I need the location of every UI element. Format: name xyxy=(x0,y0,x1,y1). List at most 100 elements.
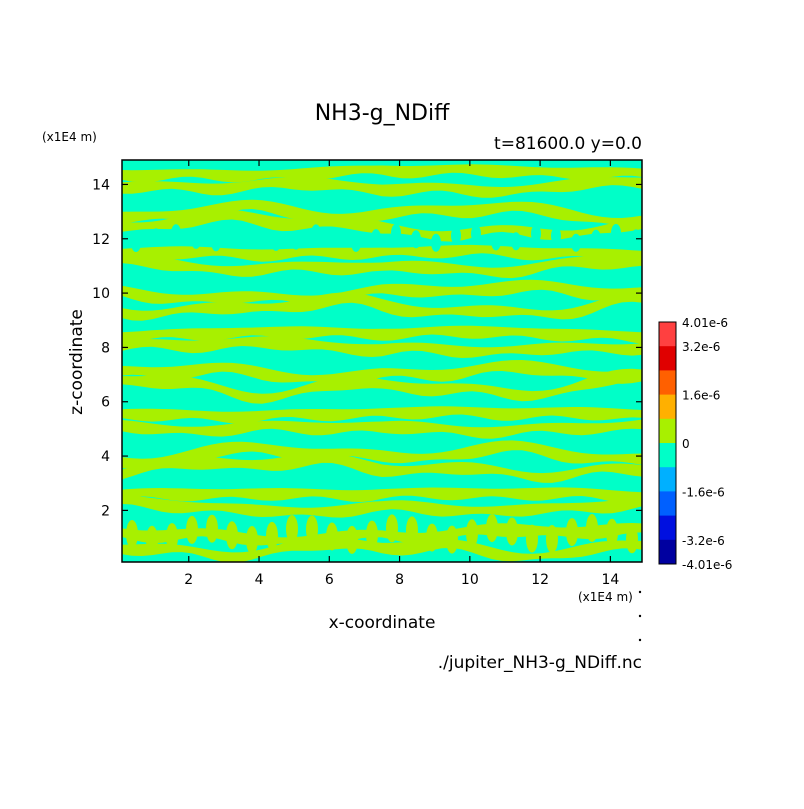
field-blob xyxy=(586,514,598,542)
field-blob xyxy=(226,521,238,550)
field-blob xyxy=(291,231,301,250)
field-blob xyxy=(566,518,578,547)
field-blob xyxy=(191,230,201,249)
field-band xyxy=(122,406,642,424)
field-blob xyxy=(611,224,621,242)
field-blob xyxy=(206,514,218,543)
field-band xyxy=(122,419,642,439)
field-band xyxy=(122,199,642,227)
field-blob xyxy=(251,225,261,244)
marker-dot xyxy=(638,590,642,594)
field-blob xyxy=(311,224,321,243)
field-blob xyxy=(386,514,398,543)
field-blob xyxy=(466,519,478,548)
field-blob xyxy=(451,226,461,245)
field-blob xyxy=(211,233,221,252)
x-tick-label: 14 xyxy=(601,572,619,588)
y-axis-label: z-coordinate xyxy=(67,309,87,415)
field-blob xyxy=(286,515,298,543)
plot-frame xyxy=(121,159,643,563)
field-blob xyxy=(306,515,318,544)
y-unit-label: (x1E4 m) xyxy=(42,130,97,144)
field-blob xyxy=(326,522,338,551)
field-blob xyxy=(246,526,258,554)
field-band xyxy=(122,325,642,345)
y-tick-label: 4 xyxy=(101,449,110,465)
colorbar-label: 0 xyxy=(682,437,690,451)
x-tick-label: 2 xyxy=(184,572,193,588)
field-blob xyxy=(186,515,198,544)
colorbar-swatch xyxy=(659,515,676,541)
field-band xyxy=(122,452,642,483)
x-axis-label: x-coordinate xyxy=(329,613,436,633)
field-blob xyxy=(266,521,278,550)
field-blob xyxy=(606,518,618,547)
colorbar-swatch xyxy=(659,370,676,396)
field-blob xyxy=(506,517,518,546)
field-blob xyxy=(411,230,421,249)
field-blob xyxy=(146,525,158,554)
field-blob xyxy=(471,224,481,243)
field-band xyxy=(122,487,642,504)
field-band xyxy=(122,336,642,358)
field-blob xyxy=(271,232,281,251)
colorbar-frame xyxy=(658,321,677,565)
field-blob xyxy=(446,525,458,554)
colorbar-label: 1.6e-6 xyxy=(682,389,720,403)
field-blob xyxy=(391,224,401,242)
colorbar-label: -1.6e-6 xyxy=(682,485,725,499)
file-name: ./jupiter_NH3-g_NDiff.nc xyxy=(438,653,642,673)
field-band xyxy=(122,209,642,242)
field-band xyxy=(122,254,642,279)
field-blob xyxy=(486,514,498,543)
field-blob xyxy=(171,224,181,243)
colorbar-label: -4.01e-6 xyxy=(682,558,732,572)
field-blob xyxy=(231,226,241,244)
field-band xyxy=(122,495,642,518)
x-tick-label: 12 xyxy=(531,572,549,588)
field-blob xyxy=(571,233,581,252)
chart-title: NH3-g_NDiff xyxy=(315,101,450,126)
colorbar-swatch xyxy=(659,539,676,565)
field-band xyxy=(122,290,642,321)
x-unit-label: (x1E4 m) xyxy=(578,590,633,604)
field-blob xyxy=(166,523,178,552)
field-blob xyxy=(371,229,381,248)
field-blob xyxy=(526,524,538,553)
field-blob xyxy=(131,234,141,252)
y-tick-label: 14 xyxy=(92,177,110,193)
y-tick-label: 8 xyxy=(101,340,110,356)
x-tick-label: 6 xyxy=(325,572,334,588)
colorbar-label: -3.2e-6 xyxy=(682,534,725,548)
field-blob xyxy=(366,520,378,549)
colorbar-swatch xyxy=(659,443,676,468)
x-tick-label: 8 xyxy=(395,572,404,588)
field-blob xyxy=(511,232,521,251)
chart-subtitle: t=81600.0 y=0.0 xyxy=(494,134,642,154)
field-blob xyxy=(491,232,501,251)
field-blob xyxy=(531,224,541,243)
field-blob xyxy=(551,226,561,245)
y-tick-label: 10 xyxy=(92,286,110,302)
field-band xyxy=(122,279,642,306)
field-band xyxy=(122,164,642,183)
y-tick-label: 6 xyxy=(101,395,110,411)
colorbar-swatch xyxy=(659,418,676,444)
field-blob xyxy=(591,229,601,248)
marker-dot xyxy=(638,638,642,642)
field-band xyxy=(122,360,642,384)
field-band xyxy=(122,536,642,562)
y-tick-label: 2 xyxy=(101,503,110,519)
field-blob xyxy=(346,525,358,554)
colorbar-swatch xyxy=(659,491,676,517)
x-axis: 2 4 6 8 10 12 14 xyxy=(184,160,619,588)
field-blob xyxy=(426,523,438,552)
field-blob xyxy=(431,233,441,252)
field-band xyxy=(122,440,642,469)
field-blob xyxy=(351,233,361,252)
field-blob xyxy=(126,520,138,548)
field-band xyxy=(122,368,642,404)
field-blob xyxy=(331,227,341,246)
colorbar-swatch xyxy=(659,467,676,492)
